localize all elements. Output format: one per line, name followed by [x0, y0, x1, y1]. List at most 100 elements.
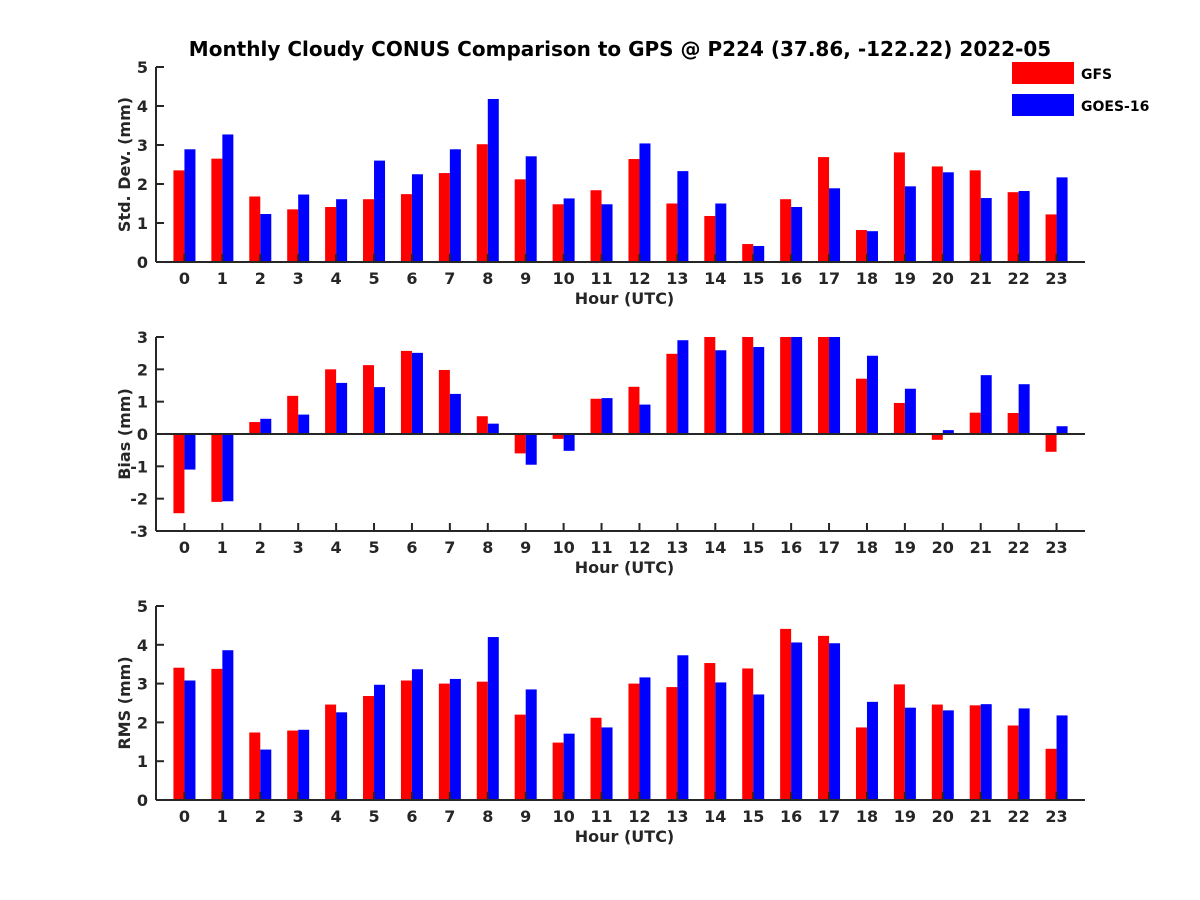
x-tick-label: 22 — [1008, 269, 1030, 288]
bar-gfs-hour-7 — [438, 369, 450, 434]
y-tick-label: 3 — [137, 136, 148, 155]
x-tick-label: 19 — [894, 538, 916, 557]
x-tick-label: 0 — [179, 807, 190, 826]
x-tick-label: 10 — [552, 538, 574, 557]
x-tick-label: 22 — [1008, 807, 1030, 826]
bar-gfs-hour-13 — [666, 203, 678, 262]
bar-goes16-hour-15 — [753, 694, 765, 800]
bar-goes16-hour-11 — [601, 727, 613, 800]
bar-gfs-hour-5 — [363, 365, 375, 434]
bar-gfs-hour-1 — [211, 668, 223, 800]
bar-goes16-hour-22 — [1018, 384, 1030, 434]
legend-label-gfs: GFS — [1081, 67, 1112, 83]
x-tick-label: 14 — [704, 269, 726, 288]
x-tick-label: 8 — [482, 538, 493, 557]
bar-gfs-hour-19 — [893, 402, 905, 434]
bar-goes16-hour-9 — [525, 156, 537, 262]
bar-gfs-hour-17 — [818, 635, 830, 800]
x-tick-label: 4 — [331, 538, 342, 557]
y-tick-label: 1 — [137, 214, 148, 233]
bar-gfs-hour-17 — [818, 337, 830, 434]
legend: GFS GOES-16 — [1012, 62, 1149, 116]
bar-gfs-hour-13 — [666, 687, 678, 800]
bar-gfs-hour-7 — [438, 683, 450, 800]
bar-gfs-hour-0 — [173, 434, 185, 514]
bar-goes16-hour-19 — [904, 388, 916, 434]
bar-gfs-hour-21 — [969, 705, 981, 800]
x-tick-label: 5 — [368, 807, 379, 826]
bar-goes16-hour-11 — [601, 398, 613, 434]
bar-gfs-hour-5 — [363, 199, 375, 262]
x-tick-label: 3 — [293, 538, 304, 557]
bar-gfs-hour-8 — [476, 416, 488, 434]
x-tick-label: 0 — [179, 538, 190, 557]
x-tick-label: 9 — [520, 807, 531, 826]
x-tick-label: 11 — [590, 538, 612, 557]
bar-gfs-hour-15 — [742, 337, 754, 434]
legend-label-goes16: GOES-16 — [1081, 99, 1149, 115]
y-axis-label: Std. Dev. (mm) — [115, 97, 134, 232]
x-tick-label: 21 — [970, 538, 992, 557]
bar-goes16-hour-18 — [866, 355, 878, 434]
bar-goes16-hour-6 — [411, 352, 423, 434]
bar-gfs-hour-14 — [704, 337, 716, 434]
bar-gfs-hour-17 — [818, 157, 830, 262]
x-tick-label: 1 — [217, 538, 228, 557]
bar-goes16-hour-17 — [829, 337, 841, 434]
bar-goes16-hour-15 — [753, 246, 765, 262]
bar-gfs-hour-6 — [400, 350, 412, 434]
bar-gfs-hour-13 — [666, 353, 678, 434]
x-tick-label: 9 — [520, 269, 531, 288]
bar-gfs-hour-20 — [931, 166, 943, 262]
y-tick-label: 5 — [137, 58, 148, 77]
bar-goes16-hour-14 — [715, 350, 727, 434]
bar-goes16-hour-18 — [866, 701, 878, 800]
x-tick-label: 7 — [444, 538, 455, 557]
y-tick-label: -1 — [130, 457, 148, 476]
x-tick-label: 17 — [818, 807, 840, 826]
bar-goes16-hour-10 — [563, 198, 575, 262]
bar-gfs-hour-14 — [704, 215, 716, 262]
bar-gfs-hour-9 — [514, 179, 526, 262]
bar-gfs-hour-12 — [628, 386, 640, 434]
x-tick-label: 4 — [331, 807, 342, 826]
bar-goes16-hour-12 — [639, 143, 651, 262]
bar-goes16-hour-7 — [449, 149, 461, 262]
bar-goes16-hour-13 — [677, 340, 689, 434]
x-tick-label: 2 — [255, 269, 266, 288]
bar-goes16-hour-16 — [791, 207, 803, 262]
x-tick-label: 16 — [780, 807, 802, 826]
bar-gfs-hour-18 — [855, 230, 867, 262]
x-axis-label: Hour (UTC) — [575, 289, 675, 308]
y-tick-label: 5 — [137, 597, 148, 616]
bar-gfs-hour-6 — [400, 194, 412, 262]
bar-goes16-hour-12 — [639, 404, 651, 434]
x-tick-label: 21 — [970, 269, 992, 288]
bar-goes16-hour-19 — [904, 186, 916, 262]
x-tick-label: 7 — [444, 269, 455, 288]
bar-goes16-hour-9 — [525, 689, 537, 800]
bar-gfs-hour-1 — [211, 158, 223, 262]
bar-goes16-hour-4 — [336, 382, 348, 434]
bar-goes16-hour-11 — [601, 204, 613, 262]
x-tick-label: 10 — [552, 269, 574, 288]
x-tick-label: 16 — [780, 538, 802, 557]
bar-goes16-hour-16 — [791, 642, 803, 800]
x-tick-label: 6 — [406, 538, 417, 557]
bar-goes16-hour-14 — [715, 203, 727, 262]
x-tick-label: 2 — [255, 538, 266, 557]
x-tick-label: 13 — [666, 269, 688, 288]
bar-gfs-hour-10 — [552, 742, 564, 800]
bar-gfs-hour-6 — [400, 680, 412, 800]
bar-goes16-hour-8 — [487, 98, 499, 262]
bar-goes16-hour-5 — [374, 160, 386, 262]
y-tick-label: 1 — [137, 752, 148, 771]
bar-goes16-hour-8 — [487, 637, 499, 800]
x-tick-label: 0 — [179, 269, 190, 288]
bar-gfs-hour-3 — [287, 730, 299, 800]
y-tick-label: 4 — [137, 636, 148, 655]
